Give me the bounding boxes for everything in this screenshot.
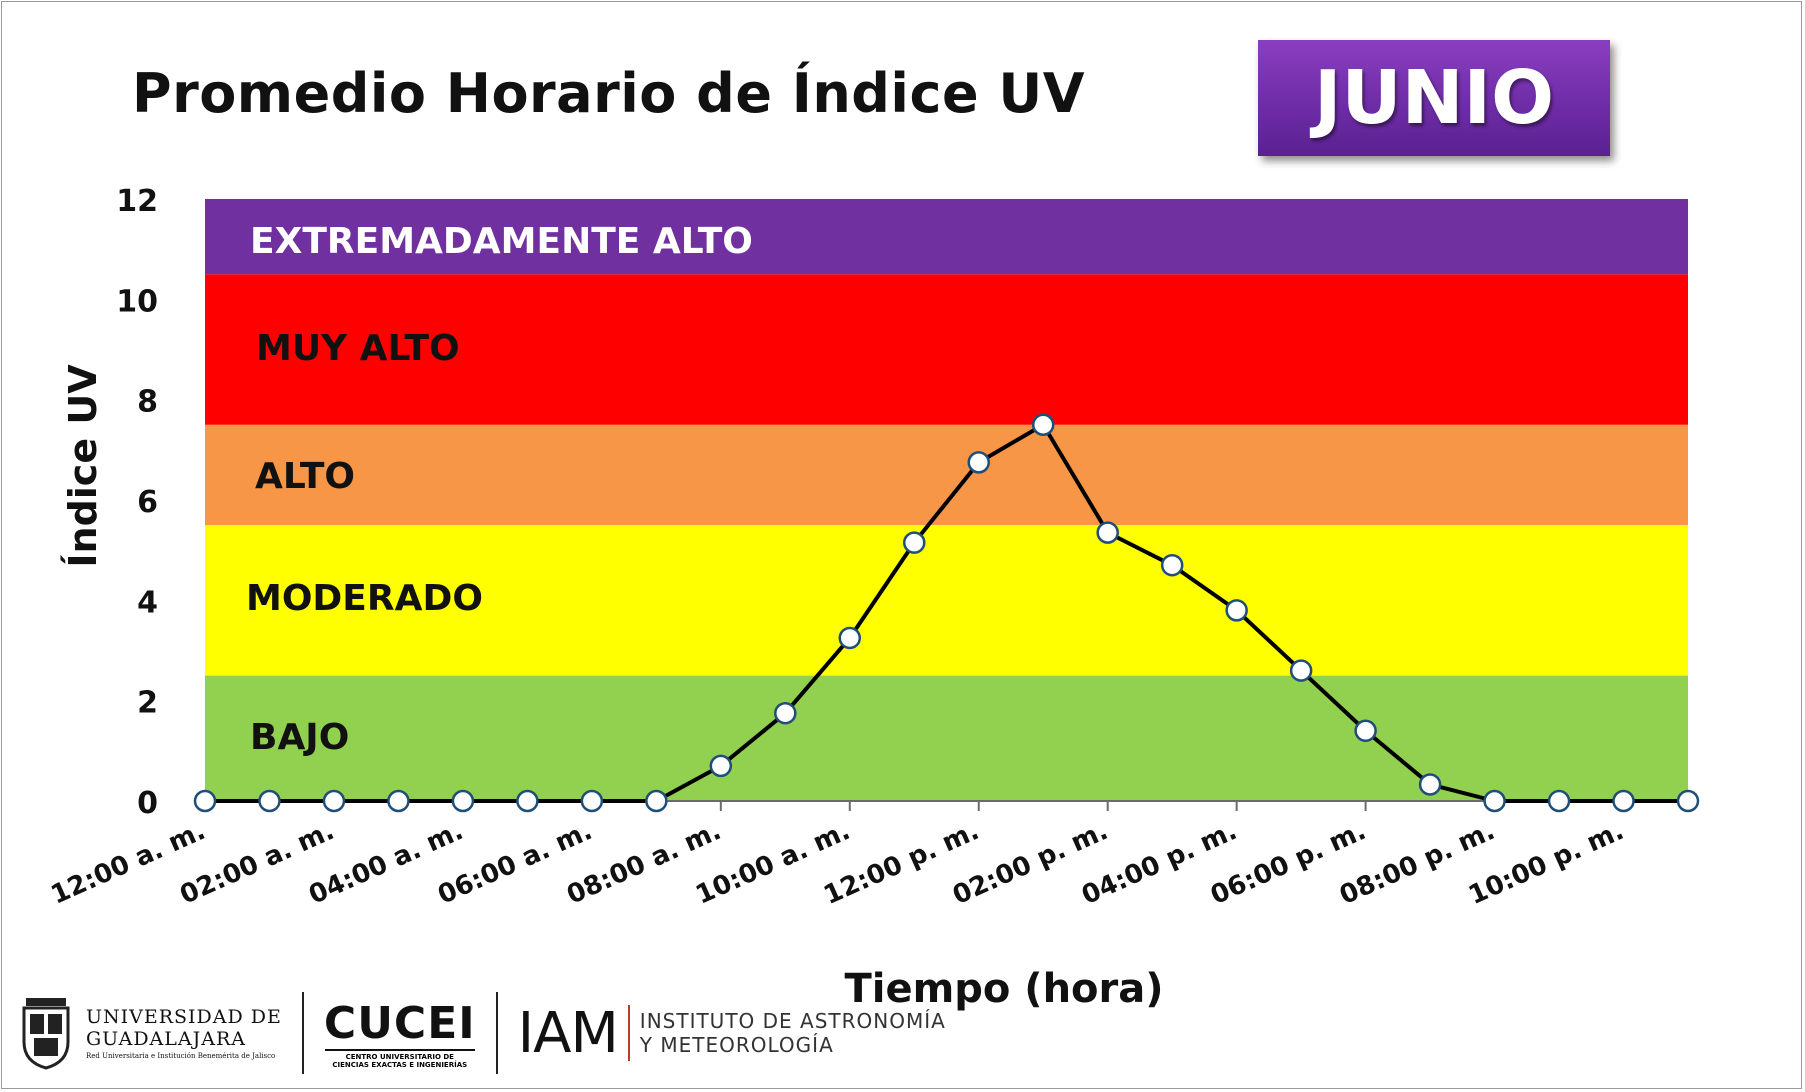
udg-subtitle: Red Universitaria e Institución Beneméri… (86, 1052, 276, 1060)
udg-name-1: UNIVERSIDAD DE (86, 1006, 282, 1028)
band-muy-alto (205, 274, 1688, 425)
y-tick-label: 0 (137, 786, 158, 821)
data-point (903, 531, 926, 554)
cucei-name: CUCEI (323, 997, 476, 1049)
data-point (838, 626, 862, 650)
data-point (1676, 789, 1700, 813)
band-label: BAJO (250, 717, 349, 758)
data-point (1547, 789, 1571, 813)
x-axis-title: Tiempo (hora) (844, 966, 1163, 1012)
data-point (193, 789, 217, 813)
band-label: EXTREMADAMENTE ALTO (250, 221, 753, 262)
band-label: ALTO (255, 456, 355, 497)
cucei-sub-2: CIENCIAS EXACTAS E INGENIERÍAS (332, 1060, 468, 1069)
y-tick-label: 8 (137, 385, 158, 420)
data-point (1031, 413, 1055, 436)
chart-title: Promedio Horario de Índice UV (132, 62, 1086, 125)
data-point (774, 701, 797, 725)
udg-name-2: GUADALAJARA (86, 1028, 246, 1050)
band-extremadamente-alto (205, 199, 1688, 275)
logo-divider (301, 992, 304, 1074)
data-point (1096, 521, 1119, 544)
data-point (967, 451, 990, 474)
band-label: MUY ALTO (256, 328, 460, 369)
data-point (1289, 659, 1313, 682)
data-point (580, 789, 604, 813)
data-point (516, 789, 539, 813)
y-tick-label: 6 (137, 485, 158, 520)
data-point (1483, 789, 1506, 813)
y-tick-label: 2 (137, 686, 158, 721)
band-alto (205, 424, 1688, 526)
udg-crest-icon (22, 998, 70, 1070)
data-point (387, 789, 410, 813)
data-point (1354, 719, 1377, 743)
iam-sub-1: INSTITUTO DE ASTRONOMÍA (639, 1009, 946, 1033)
data-point (1612, 789, 1635, 813)
iam-bar (627, 1005, 630, 1061)
band-bajo (205, 675, 1688, 801)
data-point (1418, 773, 1442, 796)
band-moderado (205, 525, 1688, 676)
month-badge: JUNIO (1258, 40, 1610, 156)
cucei-sub-1: CENTRO UNIVERSITARIO DE (345, 1052, 454, 1061)
y-tick-label: 4 (137, 585, 158, 620)
data-point (709, 754, 733, 778)
udg-logo: UNIVERSIDAD DE GUADALAJARA Red Universit… (18, 996, 282, 1070)
band-label: MODERADO (246, 578, 483, 619)
footer-logos: UNIVERSIDAD DE GUADALAJARA Red Universit… (18, 988, 946, 1078)
data-point (1160, 553, 1184, 577)
data-point (1225, 599, 1248, 622)
y-axis-title: Índice UV (61, 364, 105, 568)
iam-logo: IAM INSTITUTO DE ASTRONOMÍA Y METEOROLOG… (518, 1001, 946, 1066)
y-tick-label: 12 (116, 184, 158, 219)
data-point (645, 789, 668, 813)
data-point (258, 789, 281, 813)
iam-name: IAM (517, 1000, 619, 1066)
data-point (322, 789, 346, 813)
logo-divider (495, 992, 498, 1074)
y-tick-label: 10 (116, 284, 158, 319)
iam-sub-2: Y METEOROLOGÍA (639, 1033, 834, 1057)
cucei-logo: CUCEI CENTRO UNIVERSITARIO DE CIENCIAS E… (324, 998, 476, 1069)
data-point (451, 789, 475, 813)
